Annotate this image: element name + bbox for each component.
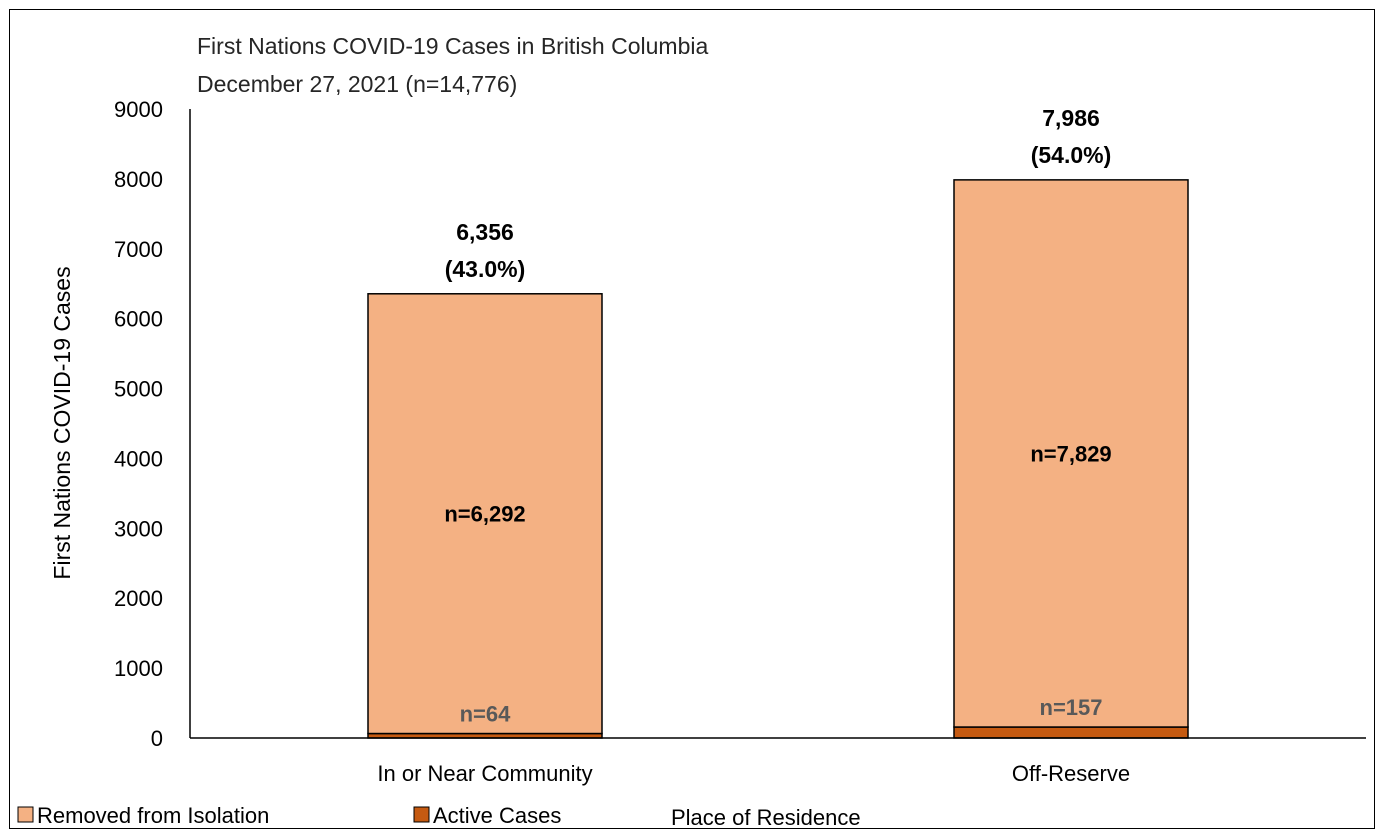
bar-segment [953,726,1189,739]
legend-swatch [17,806,34,823]
y-tick-label: 8000 [114,167,163,192]
y-axis-ticks: 0 1000 2000 3000 4000 5000 6000 7000 8000 9000 [114,97,163,751]
y-tick-label: 9000 [114,97,163,122]
legend: Removed from Isolation Active Cases [17,803,561,828]
y-tick-label: 3000 [114,516,163,541]
data-label-removed: n=7,829 [1030,441,1111,466]
axes [189,109,1366,739]
data-label-removed: n=6,292 [444,502,525,527]
bar-segment [367,293,603,735]
legend-label: Active Cases [433,803,561,828]
data-label-active: n=157 [1040,695,1103,720]
bars [367,179,1189,739]
total-label: 7,986 [1042,105,1100,131]
y-tick-label: 7000 [114,237,163,262]
y-tick-label: 6000 [114,307,163,332]
total-percent-label: (54.0%) [1031,142,1112,168]
y-tick-label: 5000 [114,377,163,402]
category-label: Off-Reserve [1012,761,1130,786]
y-axis-title: First Nations COVID-19 Cases [49,266,75,579]
chart-title: First Nations COVID-19 Cases in British … [197,33,708,59]
legend-label: Removed from Isolation [37,803,269,828]
y-tick-label: 2000 [114,586,163,611]
total-percent-label: (43.0%) [445,256,526,282]
data-label-active: n=64 [460,702,512,727]
y-tick-label: 0 [151,726,163,751]
chart-subtitle: December 27, 2021 (n=14,776) [197,71,517,97]
legend-swatch [413,806,430,823]
category-labels: In or Near Community Off-Reserve [377,761,1130,786]
data-labels: n=64 n=6,292 6,356 (43.0%) n=157 n=7,829 7,986… [444,105,1111,727]
x-axis-title: Place of Residence [671,805,861,830]
category-label: In or Near Community [377,761,592,786]
total-label: 6,356 [456,219,514,245]
y-tick-label: 4000 [114,446,163,471]
bar-segment [953,179,1189,728]
y-tick-label: 1000 [114,656,163,681]
